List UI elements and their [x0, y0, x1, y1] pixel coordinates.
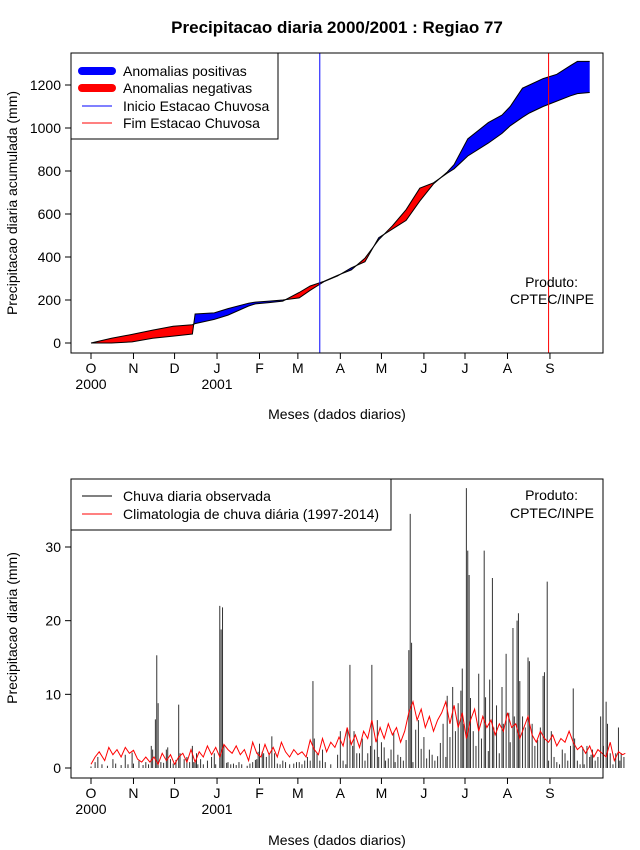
y-tick-label: 800: [38, 163, 62, 179]
bottom-product-label: Produto:: [525, 487, 578, 503]
top-product-org: CPTEC/INPE: [510, 291, 594, 307]
x-tick-label-month: M: [292, 785, 304, 801]
legend-label-fim: Fim Estacao Chuvosa: [123, 115, 260, 131]
x-tick-label-month: M: [292, 360, 304, 376]
bottom-chart: 0 10 20 30 O N D J F M A M J J A S 2000 2001 Meses (dado…: [4, 478, 626, 848]
legend-label-inicio: Inicio Estacao Chuvosa: [123, 98, 270, 114]
y-tick-label: 200: [38, 292, 62, 308]
legend-label-positivas: Anomalias positivas: [123, 63, 247, 79]
legend-label-climatologia: Climatologia de chuva diária (1997-2014): [123, 506, 379, 522]
x-tick-label-month: J: [420, 785, 427, 801]
x-tick-label-month: J: [462, 785, 469, 801]
x-tick-label-month: S: [545, 785, 554, 801]
bottom-product-org: CPTEC/INPE: [510, 505, 594, 521]
x-tick-label-month: N: [128, 785, 138, 801]
y-tick-label: 400: [38, 249, 62, 265]
y-tick-label: 1200: [30, 77, 61, 93]
top-curves-layer: [90, 60, 590, 344]
x-tick-label-month: O: [86, 785, 97, 801]
bottom-climatology-layer: [90, 699, 626, 766]
top-chart: Precipitacao diaria 2000/2001 : Regiao 7…: [4, 18, 604, 422]
legend-label-observada: Chuva diaria observada: [123, 488, 271, 504]
y-tick-label: 30: [45, 539, 61, 555]
top-y-axis-label: Precipitacao diaria acumulada (mm): [4, 91, 20, 315]
climatology-daily-line: [90, 699, 626, 766]
x-tick-label-month: N: [128, 360, 138, 376]
x-tick-label-month: F: [255, 360, 264, 376]
top-x-axis-label: Meses (dados diarios): [268, 406, 406, 422]
x-tick-label-month: A: [336, 785, 346, 801]
climatology-accumulated-line: [90, 92, 590, 344]
x-tick-label-month: M: [376, 360, 388, 376]
bottom-x-axis: O N D J F M A M J J A S 2000 2001: [75, 777, 555, 817]
y-tick-label: 600: [38, 206, 62, 222]
bottom-legend: Chuva diaria observada Climatologia de c…: [70, 478, 392, 531]
x-tick-label-month: A: [336, 360, 346, 376]
x-tick-label-month: A: [503, 785, 513, 801]
x-year-label: 2000: [75, 801, 106, 817]
y-tick-label: 0: [53, 335, 61, 351]
top-legend: Anomalias positivas Anomalias negativas …: [70, 52, 279, 140]
negative-anomaly-area: [92, 324, 194, 343]
x-tick-label-month: F: [255, 785, 264, 801]
y-tick-label: 20: [45, 613, 61, 629]
bottom-x-axis-label: Meses (dados diarios): [268, 832, 406, 848]
y-tick-label: 10: [45, 686, 61, 702]
x-tick-label-month: J: [214, 785, 221, 801]
x-tick-label-month: J: [420, 360, 427, 376]
chart-title: Precipitacao diaria 2000/2001 : Regiao 7…: [171, 18, 503, 37]
x-tick-label-month: O: [86, 360, 97, 376]
x-year-label: 2000: [75, 376, 106, 392]
x-tick-label-month: D: [170, 360, 180, 376]
x-year-label: 2001: [201, 376, 232, 392]
x-tick-label-month: J: [462, 360, 469, 376]
positive-anomaly-area: [440, 61, 590, 178]
bottom-y-axis-label: Precipitacao diaria (mm): [4, 552, 20, 704]
x-year-label: 2001: [201, 801, 232, 817]
x-tick-label-month: J: [214, 360, 221, 376]
legend-label-negativas: Anomalias negativas: [123, 80, 252, 96]
x-tick-label-month: A: [503, 360, 513, 376]
observed-accumulated-line: [91, 60, 590, 344]
bottom-legend-box: [70, 478, 392, 531]
top-y-axis: 0 200 400 600 800 1000 1200: [30, 77, 72, 351]
x-tick-label-month: M: [376, 785, 388, 801]
y-tick-label: 1000: [30, 120, 61, 136]
x-tick-label-month: D: [170, 785, 180, 801]
bottom-y-axis: 0 10 20 30: [45, 539, 72, 776]
top-product-label: Produto:: [525, 274, 578, 290]
y-tick-label: 0: [53, 760, 61, 776]
bottom-bars-layer: [90, 488, 625, 768]
x-tick-label-month: S: [545, 360, 554, 376]
top-x-axis: O N D J F M A M J J A S 2000 2001: [75, 352, 555, 392]
positive-anomaly-area: [193, 298, 287, 325]
